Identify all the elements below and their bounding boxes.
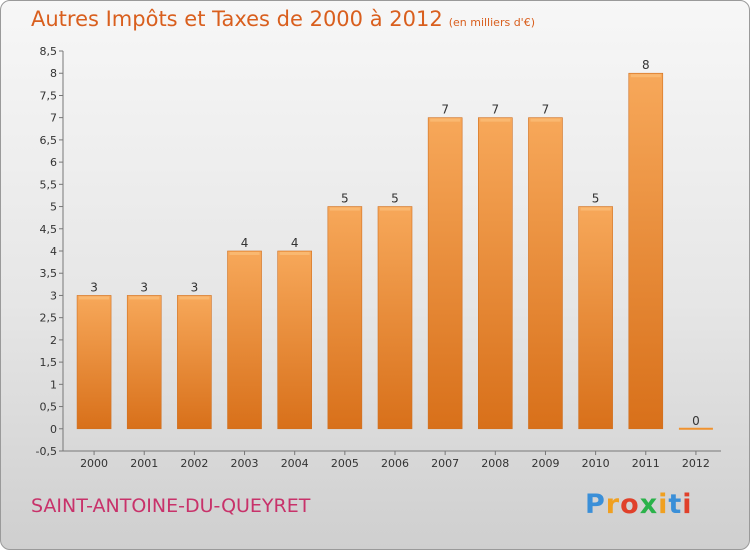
- bar-highlight: [129, 296, 160, 300]
- y-tick-label: 3: [50, 289, 57, 302]
- bar: [76, 295, 112, 430]
- bar: [126, 295, 162, 430]
- data-label: 3: [90, 280, 98, 294]
- bars: 3 3 3 4 4 5 5 7 7 7 5 8 0: [76, 58, 713, 430]
- data-label: 3: [140, 280, 148, 294]
- x-tick-label: 2001: [130, 457, 158, 470]
- y-tick-label: 6,5: [40, 134, 58, 147]
- x-tick-label: 2003: [231, 457, 259, 470]
- y-tick-label: 8: [50, 67, 57, 80]
- bar-highlight: [530, 118, 561, 122]
- data-label: 8: [642, 58, 650, 72]
- x-tick-label: 2011: [632, 457, 660, 470]
- bar: [227, 250, 262, 430]
- data-label: 7: [441, 103, 449, 117]
- y-tick-label: 7: [50, 112, 57, 125]
- x-tick-label: 2012: [682, 457, 710, 470]
- y-tick-label: 1,5: [40, 356, 58, 369]
- bar-highlight: [329, 207, 360, 211]
- x-tick-label: 2005: [331, 457, 359, 470]
- logo-letter: x: [639, 489, 659, 520]
- y-tick-label: 0,5: [40, 401, 58, 414]
- y-tick-label: 0: [50, 423, 57, 436]
- data-label: 7: [542, 103, 550, 117]
- bar-highlight: [229, 252, 260, 255]
- proxiti-logo: Proxiti: [585, 489, 693, 520]
- logo-letter: i: [682, 489, 693, 520]
- bar: [628, 72, 664, 430]
- y-tick-label: 5: [50, 201, 57, 214]
- x-tick-label: 2010: [582, 457, 610, 470]
- y-tick-label: 2,5: [40, 312, 58, 325]
- data-label: 5: [391, 192, 399, 206]
- y-tick-label: 4: [50, 245, 57, 258]
- bar: [177, 295, 212, 430]
- bar-highlight: [380, 207, 410, 211]
- bar: [528, 117, 563, 430]
- x-tick-label: 2009: [531, 457, 559, 470]
- bar: [277, 250, 312, 430]
- y-tick-label: 3,5: [40, 267, 58, 280]
- axes: -0,5 0 0,5 1 1,5 2 2,5 3 3,5 4 4,5 5 5,5 6 6,5 7 7,5 8 8,5…: [36, 45, 721, 470]
- bar-highlight: [279, 252, 310, 255]
- y-tick-label: 2: [50, 334, 57, 347]
- data-label: 5: [592, 192, 600, 206]
- data-label: 3: [191, 280, 199, 294]
- y-tick-label: 4,5: [40, 223, 58, 236]
- y-tick-label: 5,5: [40, 178, 58, 191]
- x-tick-label: 2004: [281, 457, 309, 470]
- y-tick-label: 6: [50, 156, 57, 169]
- commune-name: SAINT-ANTOINE-DU-QUEYRET: [31, 495, 311, 517]
- logo-letter: r: [605, 489, 621, 520]
- logo-letter: t: [668, 489, 683, 520]
- y-tick-label: 1: [50, 378, 57, 391]
- logo-letter: P: [585, 489, 606, 520]
- x-tick-label: 2008: [481, 457, 509, 470]
- bar-highlight: [79, 296, 110, 300]
- title-text: Autres Impôts et Taxes de 2000 à 2012: [31, 7, 443, 31]
- bar: [377, 206, 413, 430]
- bar-highlight: [630, 74, 661, 78]
- y-tick-label: 7,5: [40, 89, 58, 102]
- bar: [427, 117, 463, 430]
- bar: [478, 117, 513, 430]
- y-tick-label: 8,5: [40, 45, 58, 58]
- bar-highlight: [480, 118, 511, 122]
- x-tick-label: 2000: [80, 457, 108, 470]
- bar-highlight: [179, 296, 210, 300]
- x-tick-label: 2007: [431, 457, 459, 470]
- logo-letter: i: [658, 489, 669, 520]
- data-label: 5: [341, 192, 349, 206]
- bar: [327, 206, 363, 430]
- bar: [578, 206, 613, 430]
- logo-letter: o: [620, 489, 640, 520]
- x-tick-label: 2002: [180, 457, 208, 470]
- data-label: 4: [241, 236, 249, 250]
- data-label: 4: [291, 236, 299, 250]
- y-tick-label: -0,5: [36, 445, 57, 458]
- bar-highlight: [580, 207, 611, 211]
- x-tick-label: 2006: [381, 457, 409, 470]
- unit-text: (en milliers d'€): [448, 16, 535, 29]
- data-label: 0: [692, 414, 700, 428]
- bar-highlight: [430, 118, 461, 122]
- chart-title: Autres Impôts et Taxes de 2000 à 2012 (en…: [31, 7, 535, 31]
- data-label: 7: [491, 103, 499, 117]
